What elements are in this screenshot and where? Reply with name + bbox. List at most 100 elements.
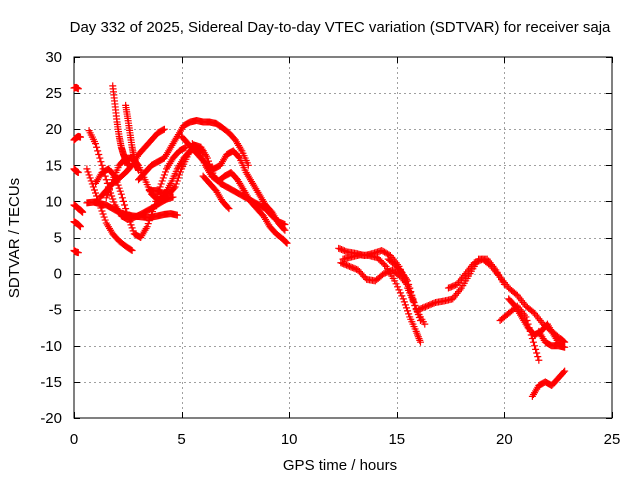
data-point [561,367,569,375]
data-point [282,239,290,247]
data-point [133,160,141,168]
data-point [173,211,181,219]
data-point [129,227,137,235]
data-point [404,277,412,285]
y-tick-labels: -20 -15 -10 -5 0 5 10 15 20 25 30 [40,49,62,427]
x-tick-labels: 0 5 10 15 20 25 [70,431,621,448]
y-tick-label: -20 [40,410,62,427]
data-point [88,180,96,188]
y-tick-label: 25 [45,85,62,102]
x-tick-label: 10 [281,431,298,448]
data-point [400,298,408,306]
data-point [410,298,418,306]
data-point [110,171,118,179]
data-point [102,176,110,184]
data-point [92,189,100,197]
data-point [149,208,157,216]
data-point [281,226,289,234]
data-point [224,203,232,211]
data-point [92,140,100,148]
y-tick-label: -10 [40,338,62,355]
data-point [394,283,402,291]
data-point [87,177,95,185]
data-point [153,194,161,202]
y-tick-label: 0 [54,266,62,283]
data-point [94,147,102,155]
data-point [147,211,155,219]
data-point [74,169,82,177]
data-point [391,277,399,285]
data-point [381,261,389,269]
chart-title: Day 332 of 2025, Sidereal Day-to-day VTE… [70,19,611,36]
data-point [115,184,123,192]
data-point [235,153,243,161]
data-point [522,313,530,321]
data-point [84,168,92,176]
data-point [114,181,122,189]
data-point [172,180,180,188]
data-point [174,174,182,182]
y-tick-label: -15 [40,374,62,391]
data-point [74,249,82,257]
data-point [411,301,419,309]
data-point [534,353,542,361]
data-point [116,187,124,195]
grid [74,57,612,418]
x-tick-label: 0 [70,431,78,448]
axis-ticks [74,57,613,419]
data-point [74,85,82,93]
data-point [523,317,531,325]
data-point [402,275,410,283]
data-point [128,246,136,254]
data-point [159,174,167,182]
data-point [76,133,84,141]
data-point [145,217,153,225]
data-point [144,220,152,228]
data-point [86,174,94,182]
data-point [113,178,121,186]
data-point [99,210,107,218]
data-point [532,345,540,353]
x-tick-label: 5 [177,431,185,448]
data-point [416,338,424,346]
data-point [173,177,181,185]
data-point [402,304,410,312]
data-point [405,280,413,288]
data-point [98,161,106,169]
x-tick-label: 20 [496,431,513,448]
data-point [535,356,543,364]
data-point [123,208,131,216]
data-point [97,158,105,166]
data-point [151,201,159,209]
data-point [127,221,135,229]
data-point [90,186,98,194]
data-point [107,182,115,190]
x-tick-label: 15 [388,431,405,448]
y-tick-label: -5 [49,302,62,319]
data-point [177,168,185,176]
data-point [125,215,133,223]
data-point [280,225,288,233]
y-tick-label: 10 [45,193,62,210]
y-tick-label: 30 [45,49,62,66]
data-point [79,208,87,216]
data-point [559,337,567,345]
data-point [85,171,93,179]
data-point [170,184,178,192]
data-point [103,191,111,199]
data-point [413,308,421,316]
data-point [118,194,126,202]
data-point [101,216,109,224]
data-point [399,295,407,303]
data-point [416,317,424,325]
data-point [527,331,535,339]
y-axis-label: SDTVAR / TECUs [6,178,23,298]
data-point [146,214,154,222]
data-point [83,165,91,173]
data-point [126,218,134,226]
data-point [93,143,101,151]
data-point [104,188,112,196]
data-point [561,343,569,351]
